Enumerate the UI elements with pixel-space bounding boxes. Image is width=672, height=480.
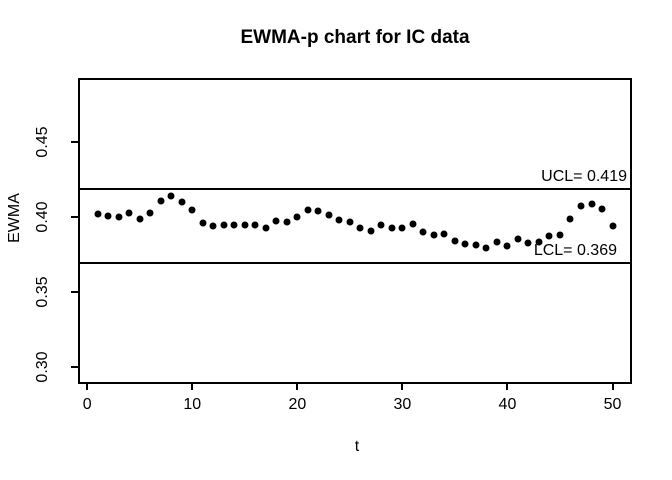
y-tick-label: 0.35 — [34, 276, 51, 308]
y-axis-label: EWMA — [6, 193, 23, 243]
data-point — [503, 242, 511, 250]
x-tick-mark — [611, 383, 614, 390]
data-point — [472, 241, 480, 249]
data-point — [451, 237, 459, 245]
plot-area — [78, 78, 632, 384]
data-point — [524, 239, 532, 247]
data-point — [220, 221, 228, 228]
x-tick-label: 50 — [603, 396, 622, 413]
data-point — [209, 222, 217, 230]
x-tick-label: 0 — [82, 396, 92, 413]
data-point — [125, 209, 133, 216]
x-tick-mark — [296, 383, 299, 390]
data-point — [556, 231, 564, 239]
data-point — [493, 238, 501, 246]
data-point — [419, 228, 427, 236]
data-point — [430, 231, 438, 239]
y-tick-mark — [71, 141, 78, 144]
x-tick-label: 40 — [498, 396, 517, 413]
data-point — [367, 227, 375, 235]
data-point — [199, 219, 207, 227]
lcl-line — [78, 262, 632, 265]
data-point — [251, 221, 259, 228]
data-point — [346, 218, 354, 226]
data-point — [577, 202, 585, 210]
y-tick-label: 0.45 — [34, 126, 51, 158]
x-tick-label: 30 — [393, 396, 412, 413]
data-point — [598, 205, 606, 213]
data-point — [588, 200, 595, 208]
data-point — [398, 224, 406, 231]
data-point — [304, 206, 312, 213]
data-point — [293, 213, 301, 221]
x-tick-label: 10 — [183, 396, 202, 413]
x-axis-label: t — [354, 438, 360, 455]
data-point — [283, 218, 291, 226]
x-tick-label: 20 — [288, 396, 307, 413]
data-point — [545, 232, 553, 240]
x-tick-mark — [401, 383, 404, 390]
y-tick-mark — [71, 216, 78, 218]
data-point — [104, 212, 112, 219]
data-point — [377, 221, 385, 228]
data-point — [388, 224, 396, 232]
x-tick-mark — [506, 383, 509, 390]
data-point — [566, 215, 574, 223]
data-point — [314, 207, 322, 215]
y-tick-mark — [71, 365, 78, 368]
data-point — [178, 198, 186, 206]
data-point — [609, 222, 616, 230]
data-point — [241, 221, 249, 229]
x-tick-mark — [86, 383, 89, 390]
data-point — [335, 216, 343, 224]
data-point — [356, 224, 364, 232]
data-point — [409, 220, 417, 228]
ucl-label: UCL= 0.419 — [541, 167, 627, 185]
data-point — [94, 210, 102, 218]
data-point — [514, 235, 522, 243]
data-point — [482, 244, 490, 252]
data-point — [167, 192, 175, 200]
chart-title: EWMA-p chart for IC data — [240, 27, 470, 48]
data-point — [535, 238, 543, 246]
y-tick-mark — [71, 290, 78, 293]
data-point — [115, 213, 123, 221]
data-point — [230, 221, 238, 228]
data-point — [146, 209, 154, 217]
data-point — [440, 230, 448, 238]
data-point — [325, 211, 333, 219]
data-point — [461, 240, 469, 248]
data-point — [188, 206, 196, 214]
data-point — [136, 215, 144, 223]
lcl-label: LCL= 0.369 — [533, 242, 617, 260]
y-tick-label: 0.30 — [34, 351, 51, 383]
y-tick-label: 0.40 — [34, 201, 51, 233]
ucl-line — [78, 187, 632, 190]
data-point — [272, 217, 280, 225]
data-point — [157, 197, 165, 204]
data-point — [262, 224, 270, 232]
x-tick-mark — [191, 383, 194, 390]
